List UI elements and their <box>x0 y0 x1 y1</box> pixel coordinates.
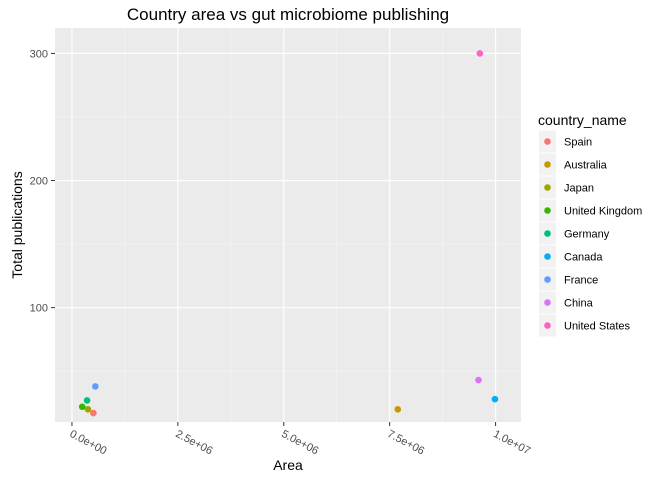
grid-major <box>55 28 521 422</box>
legend-label: Japan <box>564 183 594 195</box>
legend-label: United Kingdom <box>564 206 642 218</box>
data-point <box>92 383 99 390</box>
legend-label: Germany <box>564 229 610 241</box>
y-axis: 100 200 300 <box>30 48 55 315</box>
grid-minor <box>55 28 521 422</box>
legend: country_name Spain Australia Japan United K… <box>538 112 642 337</box>
y-axis-title: Total publications <box>9 171 25 278</box>
legend-label: United States <box>564 321 631 333</box>
legend-label: China <box>564 298 594 310</box>
legend-swatch <box>544 322 551 329</box>
y-tick-label: 100 <box>30 303 48 315</box>
x-tick-label: 1.0e+07 <box>491 428 532 457</box>
x-tick-label: 7.5e+06 <box>385 428 426 457</box>
legend-swatch <box>544 253 551 260</box>
legend-label: Canada <box>564 252 603 264</box>
data-point <box>83 397 91 404</box>
x-tick-label: 5.0e+06 <box>279 428 320 457</box>
legend-swatch <box>544 184 551 191</box>
data-point <box>394 405 402 413</box>
data-point <box>491 395 499 403</box>
x-tick-label: 0.0e+00 <box>68 428 109 457</box>
y-tick-label: 200 <box>30 176 48 188</box>
legend-label: Spain <box>564 137 592 149</box>
x-axis-title: Area <box>273 457 303 473</box>
chart-title: Country area vs gut microbiome publishin… <box>127 5 449 24</box>
legend-swatch <box>544 138 551 145</box>
legend-label: Australia <box>564 160 608 172</box>
data-points <box>78 50 499 417</box>
x-axis: 0.0e+00 2.5e+06 5.0e+06 7.5e+06 1.0e+07 <box>68 422 532 457</box>
legend-label: France <box>564 275 598 287</box>
legend-title: country_name <box>538 112 627 128</box>
x-tick-label: 2.5e+06 <box>173 428 214 457</box>
legend-swatch <box>544 207 551 214</box>
legend-swatch <box>544 276 551 283</box>
data-point <box>475 376 482 384</box>
data-point <box>78 403 86 411</box>
data-point <box>90 409 97 417</box>
legend-swatch <box>544 299 551 306</box>
plot-panel <box>55 28 521 422</box>
legend-swatch <box>544 161 551 168</box>
data-point <box>476 50 484 57</box>
legend-swatch <box>544 230 551 237</box>
y-tick-label: 300 <box>30 48 48 60</box>
data-point <box>84 405 92 413</box>
